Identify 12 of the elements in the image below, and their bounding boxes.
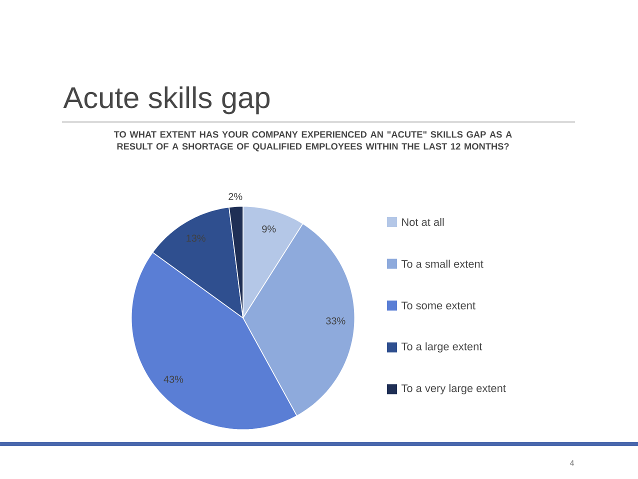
legend-label: To some extent	[401, 302, 476, 310]
legend-label: Not at all	[402, 218, 444, 226]
chart-title: Acute skills gap	[63, 86, 270, 114]
data-label: 2%	[228, 193, 242, 200]
chart-subtitle: TO WHAT EXTENT HAS YOUR COMPANY EXPERIENCED AN "ACUTE" SKILLS GAP AS A RESULT OF A SHORTAGE OF QUALIFIED EMPLOYEES WITHIN THE LAST 12 MONTHS?	[114, 131, 512, 152]
data-label: 13%	[186, 234, 206, 242]
data-label: 33%	[326, 317, 346, 324]
data-label: 9%	[262, 225, 276, 233]
data-label: 43%	[164, 376, 184, 383]
legend-label: To a very large extent	[401, 384, 506, 394]
legend-label: To a large extent	[401, 342, 482, 352]
legend-label: To a small extent	[401, 260, 484, 268]
